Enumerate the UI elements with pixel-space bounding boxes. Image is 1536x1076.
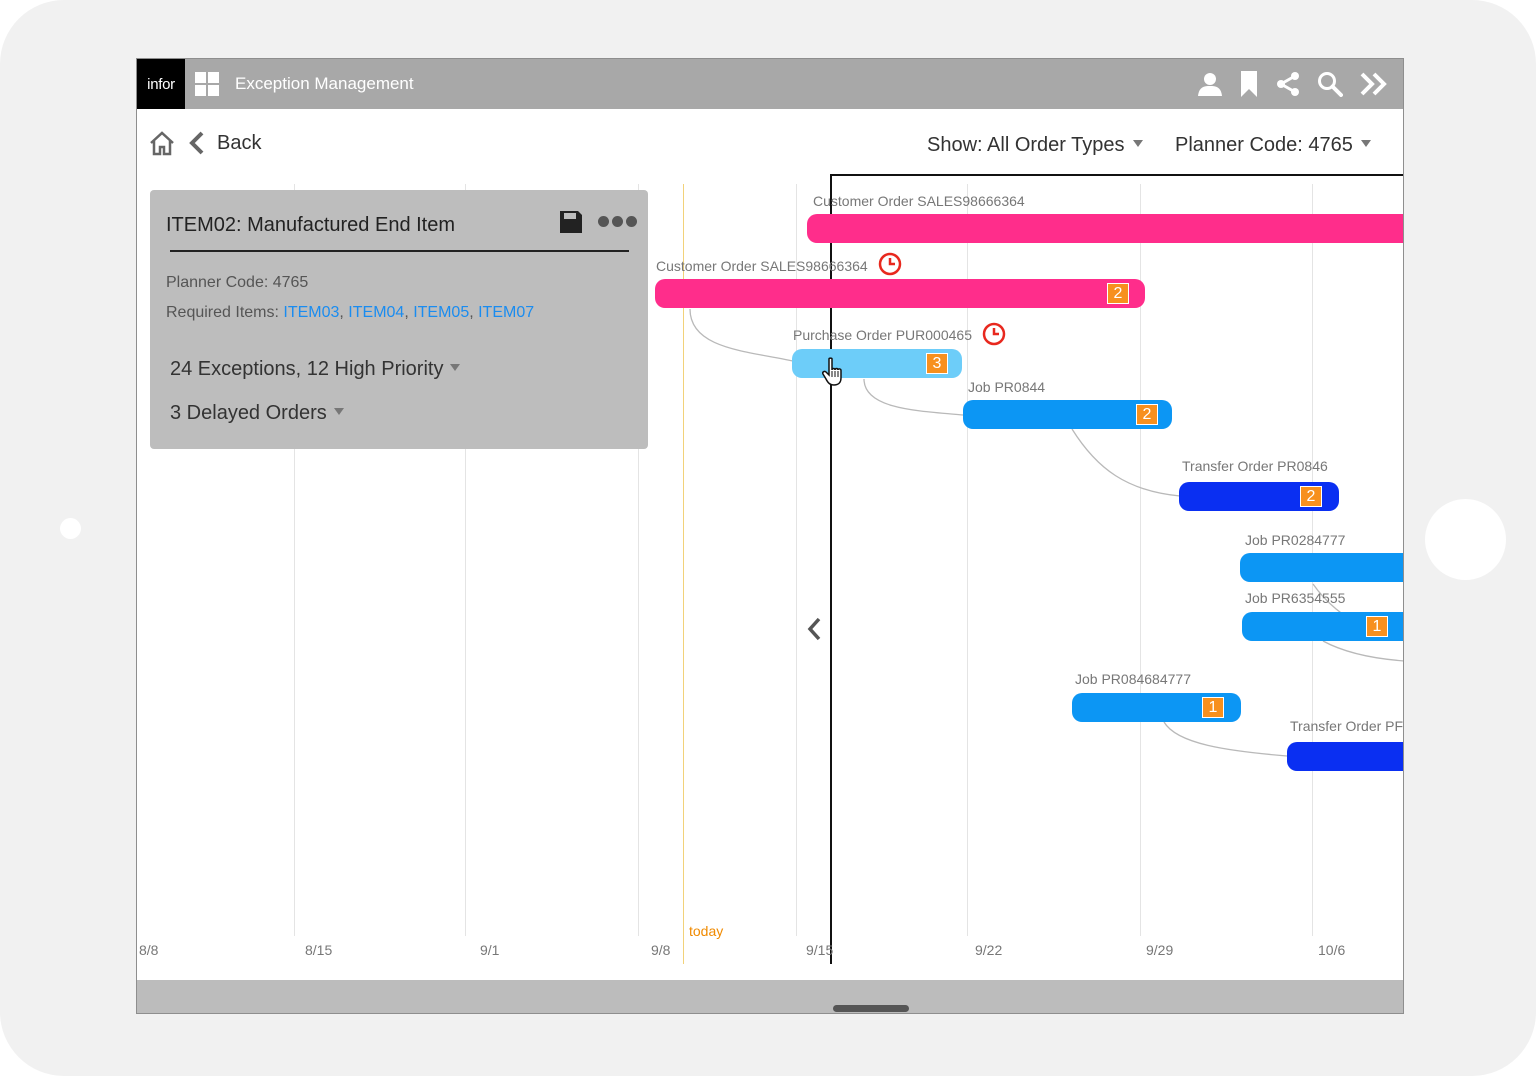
more-icon[interactable] <box>598 216 637 227</box>
today-line <box>683 184 684 964</box>
exception-badge: 2 <box>1107 283 1129 304</box>
order-bar[interactable]: 2 <box>655 279 1145 308</box>
date-label: 9/22 <box>975 942 1003 958</box>
divider <box>170 250 629 252</box>
order-label: Customer Order SALES98666364 <box>813 193 1025 209</box>
date-label: 9/1 <box>480 942 500 958</box>
gridline <box>638 184 639 936</box>
clock-icon <box>982 322 1006 346</box>
camera <box>60 518 81 539</box>
required-item-link[interactable]: ITEM04 <box>348 304 405 321</box>
chevron-down-icon <box>450 364 461 372</box>
collapse-chevron-icon[interactable] <box>805 615 823 643</box>
exception-badge: 1 <box>1366 616 1388 637</box>
planner-code-filter-label: Planner Code: 4765 <box>1175 134 1353 156</box>
required-item-link[interactable]: ITEM03 <box>283 304 340 321</box>
required-items: Required Items: ITEM03, ITEM04, ITEM05, … <box>166 304 534 322</box>
delayed-orders-dropdown[interactable]: 3 Delayed Orders <box>170 402 344 425</box>
required-item-separator: , <box>404 304 414 321</box>
chevron-down-icon <box>1360 140 1371 148</box>
date-label: 8/8 <box>139 942 159 958</box>
order-bar[interactable]: 1 <box>1242 612 1403 641</box>
exception-badge: 2 <box>1300 486 1322 507</box>
exception-badge: 2 <box>1136 404 1158 425</box>
double-chevron-icon[interactable] <box>1359 71 1389 97</box>
order-bar[interactable] <box>1240 553 1403 582</box>
today-label: today <box>689 923 724 939</box>
required-item-link[interactable]: ITEM05 <box>413 304 470 321</box>
exceptions-dropdown[interactable]: 24 Exceptions, 12 High Priority <box>170 358 461 381</box>
back-chevron-icon[interactable] <box>187 130 205 156</box>
item-card: ITEM02: Manufactured End Item Planner Co… <box>150 190 648 449</box>
order-label: Purchase Order PUR000465 <box>793 327 972 343</box>
order-label: Job PR0844 <box>968 379 1046 395</box>
top-bar: infor Exception Management <box>137 59 1403 109</box>
chevron-down-icon <box>1132 140 1143 148</box>
required-item-separator: , <box>339 304 349 321</box>
gridline <box>796 184 797 936</box>
exception-badge: 1 <box>1202 697 1224 718</box>
bookmark-icon[interactable] <box>1239 70 1259 98</box>
current-time-line[interactable] <box>830 174 832 964</box>
current-time-bracket <box>830 174 1403 176</box>
order-label: Customer Order SALES98666364 <box>656 258 868 274</box>
delayed-orders-label: 3 Delayed Orders <box>170 402 327 424</box>
home-icon[interactable] <box>149 130 175 156</box>
order-type-filter-label: Show: All Order Types <box>927 134 1125 156</box>
gridline <box>294 184 295 936</box>
search-icon[interactable] <box>1317 71 1343 97</box>
item-title: ITEM02: Manufactured End Item <box>166 214 456 236</box>
toolbar-icons <box>1197 69 1389 99</box>
required-item-separator: , <box>469 304 479 321</box>
grid-icon[interactable] <box>195 72 219 96</box>
gridline <box>967 184 968 936</box>
date-label: 10/6 <box>1318 942 1346 958</box>
required-items-label: Required Items: <box>166 304 284 321</box>
date-label: 9/8 <box>651 942 671 958</box>
order-bar[interactable]: 1 <box>1072 693 1241 722</box>
order-label: Transfer Order PF <box>1290 718 1404 734</box>
order-label: Transfer Order PR0846 <box>1182 458 1328 474</box>
user-icon[interactable] <box>1197 71 1223 97</box>
exception-badge: 3 <box>926 353 948 374</box>
item-planner-code: Planner Code: 4765 <box>166 274 309 291</box>
order-bar[interactable]: 2 <box>963 400 1172 429</box>
app-screen: infor Exception Management Back Show: Al… <box>136 58 1404 1014</box>
hand-cursor-icon <box>822 357 842 386</box>
planner-code-filter[interactable]: Planner Code: 4765 <box>1175 134 1371 157</box>
date-label: 9/29 <box>1146 942 1174 958</box>
order-label: Job PR084684777 <box>1075 671 1191 687</box>
share-icon[interactable] <box>1275 71 1301 97</box>
infor-logo[interactable]: infor <box>137 59 185 109</box>
bottom-scroll-bar <box>137 980 1403 1013</box>
order-label: Job PR0284777 <box>1245 532 1346 548</box>
date-label: 8/15 <box>305 942 333 958</box>
clock-icon <box>878 252 902 276</box>
required-item-link[interactable]: ITEM07 <box>478 304 535 321</box>
exceptions-label: 24 Exceptions, 12 High Priority <box>170 358 444 380</box>
drag-handle[interactable] <box>833 1005 909 1012</box>
order-bar[interactable]: 2 <box>1179 482 1339 511</box>
gridline <box>1140 184 1141 936</box>
order-bar[interactable] <box>1287 742 1403 771</box>
back-button[interactable]: Back <box>217 132 262 154</box>
order-label: Job PR6354555 <box>1245 590 1346 606</box>
date-label: 9/15 <box>806 942 834 958</box>
chevron-down-icon <box>333 408 344 416</box>
order-bar[interactable]: 3 <box>792 349 962 378</box>
order-bar[interactable] <box>807 214 1403 243</box>
app-title: Exception Management <box>235 74 414 93</box>
gridline <box>465 184 466 936</box>
order-type-filter[interactable]: Show: All Order Types <box>927 134 1143 157</box>
save-icon[interactable] <box>559 210 583 234</box>
tablet-home-button[interactable] <box>1425 499 1506 580</box>
